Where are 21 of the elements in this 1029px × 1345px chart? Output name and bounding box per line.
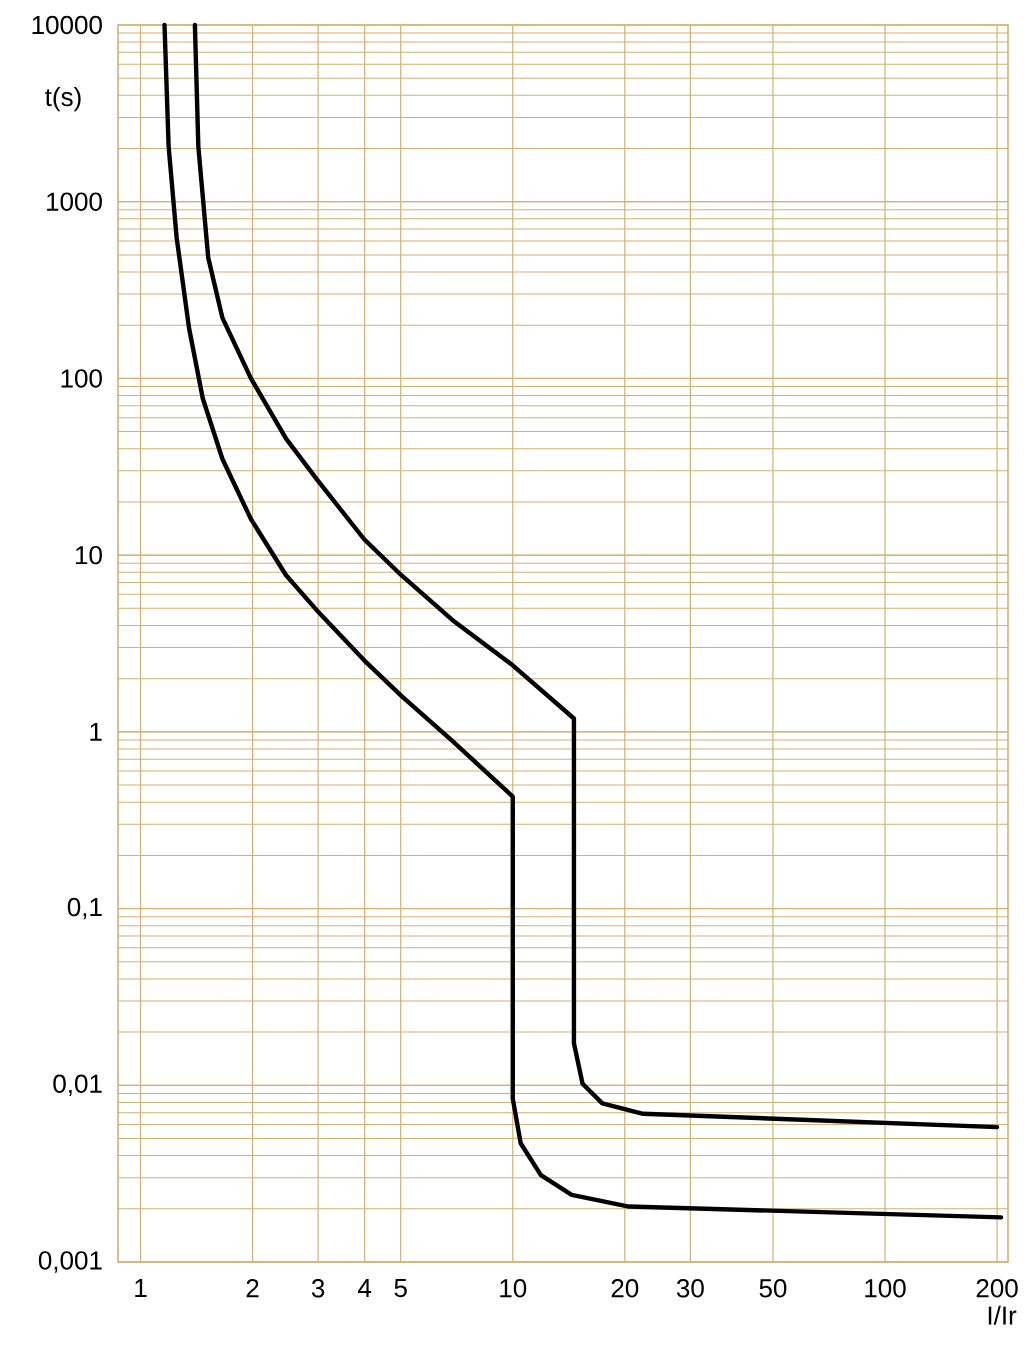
y-tick-label: 0,1	[67, 897, 102, 920]
x-tick-label: 100	[865, 1279, 906, 1298]
y-tick-label: 1000	[47, 192, 102, 211]
y-tick-label: 0,01	[53, 1074, 102, 1097]
x-tick-label: 5	[394, 1279, 407, 1298]
x-tick-label: 1	[135, 1279, 147, 1297]
y-tick-label: 10000	[32, 15, 102, 35]
x-tick-label: 4	[358, 1279, 372, 1297]
x-tick-label: 200	[976, 1279, 1018, 1298]
x-tick-label: 30	[676, 1279, 704, 1298]
y-tick-label: 1	[90, 722, 102, 741]
x-tick-label: 50	[759, 1279, 787, 1298]
x-axis-title: I/Ir	[988, 1305, 1017, 1325]
y-tick-label: 10	[75, 545, 102, 565]
x-tick-label: 3	[311, 1279, 325, 1298]
y-tick-label: 0,001	[38, 1251, 102, 1273]
x-tick-label: 20	[611, 1279, 639, 1298]
x-tick-label: 2	[246, 1279, 259, 1298]
y-axis-title: t(s)	[45, 87, 81, 112]
y-tick-label: 100	[61, 369, 102, 388]
x-tick-label: 10	[500, 1279, 527, 1298]
